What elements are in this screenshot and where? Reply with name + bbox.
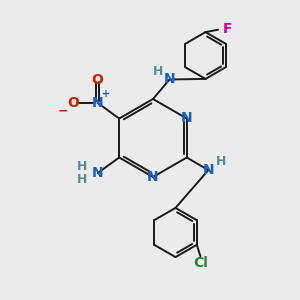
Text: F: F (222, 22, 232, 36)
Text: N: N (147, 170, 159, 184)
Text: H: H (153, 64, 163, 78)
Text: O: O (67, 96, 79, 110)
Text: N: N (164, 73, 175, 86)
Text: N: N (92, 166, 103, 180)
Text: N: N (181, 112, 193, 125)
Text: H: H (77, 173, 87, 186)
Text: +: + (102, 89, 110, 100)
Text: H: H (216, 155, 226, 168)
Text: −: − (58, 105, 69, 118)
Text: N: N (202, 163, 214, 177)
Text: Cl: Cl (193, 256, 208, 270)
Text: H: H (77, 160, 87, 173)
Text: O: O (92, 74, 103, 87)
Text: N: N (92, 96, 103, 110)
